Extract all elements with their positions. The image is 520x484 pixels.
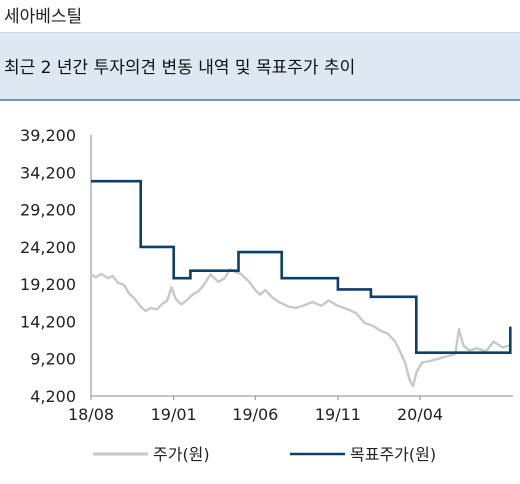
x-tick-label: 20/04: [397, 405, 443, 424]
y-tick-label: 9,200: [30, 350, 76, 369]
y-tick-label: 24,200: [20, 238, 76, 257]
y-tick-label: 39,200: [20, 126, 76, 145]
chart-title: 최근 2 년간 투자의견 변동 내역 및 목표주가 추이: [4, 58, 356, 78]
chart-series: [90, 179, 512, 388]
x-tick-label: 19/06: [232, 405, 278, 424]
chart-axes: [90, 135, 513, 400]
chart-tick-labels: 39,200 34,200 29,200 24,200 19,200 14,200 9,20…: [20, 126, 443, 424]
legend-stock-price: 주가(원): [93, 445, 210, 464]
stock-price-line: [90, 268, 511, 388]
x-tick-label: 19/01: [151, 405, 197, 424]
chart-legend: 주가(원) 목표주가(원): [93, 445, 436, 464]
legend-target-price: 목표주가(원): [290, 445, 436, 464]
y-tick-label: 19,200: [20, 275, 76, 294]
target-price-line: [91, 179, 512, 354]
legend-label: 목표주가(원): [350, 445, 436, 464]
x-tick-label: 19/11: [315, 405, 361, 424]
y-tick-label: 29,200: [20, 201, 76, 220]
company-name: 세아베스틸: [4, 7, 83, 27]
y-tick-label: 34,200: [20, 163, 76, 182]
title-bar: 최근 2 년간 투자의견 변동 내역 및 목표주가 추이: [0, 32, 520, 101]
legend-label: 주가(원): [153, 445, 210, 464]
y-tick-label: 14,200: [20, 312, 76, 331]
y-tick-label: 4,200: [30, 387, 76, 406]
x-tick-label: 18/08: [68, 405, 114, 424]
